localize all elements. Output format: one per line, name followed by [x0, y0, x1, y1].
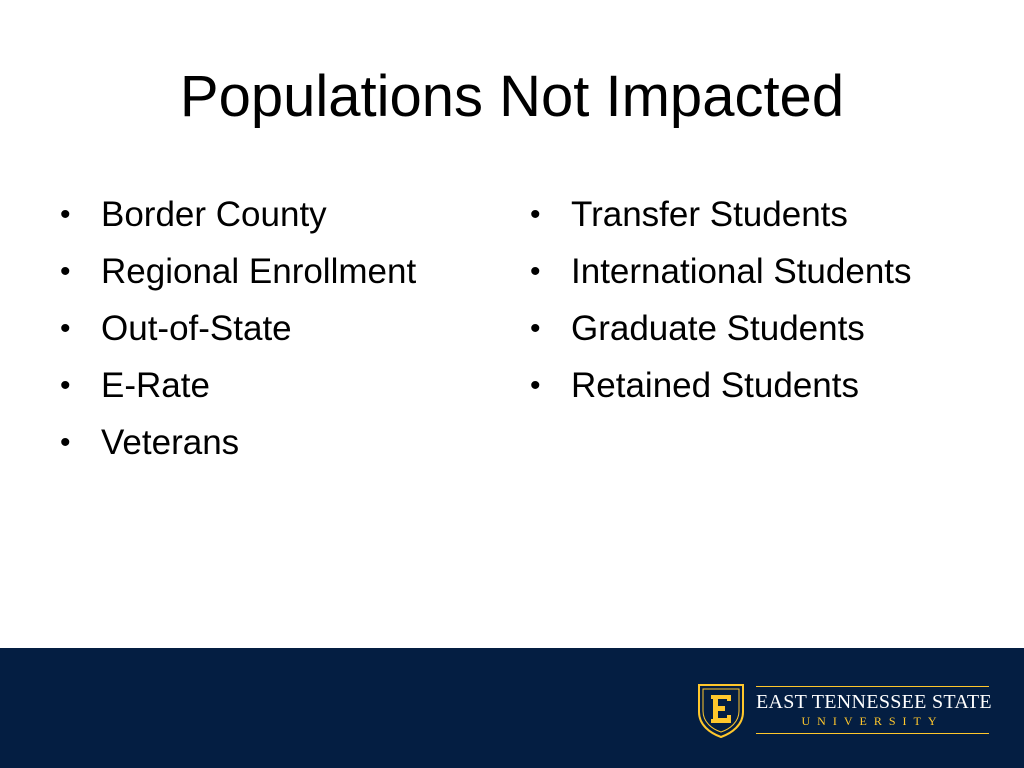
list-item: • E-Rate: [58, 357, 488, 414]
bullet-icon: •: [60, 255, 71, 288]
logo-top-rule: [756, 686, 989, 687]
list-item: • Veterans: [58, 414, 488, 471]
list-item: • Regional Enrollment: [58, 243, 488, 300]
list-item: • Retained Students: [528, 357, 998, 414]
bullet-icon: •: [60, 198, 71, 231]
list-item-label: Transfer Students: [571, 195, 848, 234]
list-item: • Border County: [58, 186, 488, 243]
logo-bottom-rule: [756, 733, 989, 734]
bullet-icon: •: [530, 255, 541, 288]
list-item-label: Retained Students: [571, 366, 859, 405]
logo-wordmark: EAST TENNESSEE STATE UNIVERSITY: [756, 682, 992, 738]
list-item-label: Graduate Students: [571, 309, 865, 348]
bullet-icon: •: [530, 198, 541, 231]
etsu-shield-icon: [698, 684, 744, 738]
slide-title: Populations Not Impacted: [179, 64, 845, 129]
bullet-icon: •: [530, 369, 541, 402]
bullet-icon: •: [60, 369, 71, 402]
bullet-list-left: • Border County • Regional Enrollment • Out…: [58, 186, 488, 471]
list-item-label: Regional Enrollment: [101, 252, 417, 291]
list-item-label: Veterans: [101, 423, 240, 462]
list-item-label: International Students: [571, 252, 912, 291]
list-item-label: Border County: [101, 195, 327, 234]
university-logo: EAST TENNESSEE STATE UNIVERSITY: [696, 682, 992, 738]
bullet-icon: •: [60, 312, 71, 345]
bullet-list-right: • Transfer Students • International Studen…: [528, 186, 998, 414]
list-item: • International Students: [528, 243, 998, 300]
list-item: • Graduate Students: [528, 300, 998, 357]
list-item: • Transfer Students: [528, 186, 998, 243]
bullet-icon: •: [530, 312, 541, 345]
list-item-label: E-Rate: [101, 366, 210, 405]
list-item: • Out-of-State: [58, 300, 488, 357]
list-item-label: Out-of-State: [101, 309, 292, 348]
logo-university-name: EAST TENNESSEE STATE: [756, 691, 992, 713]
footer-band: [0, 648, 1024, 768]
logo-university-label: UNIVERSITY: [801, 714, 944, 728]
bullet-icon: •: [60, 426, 71, 459]
